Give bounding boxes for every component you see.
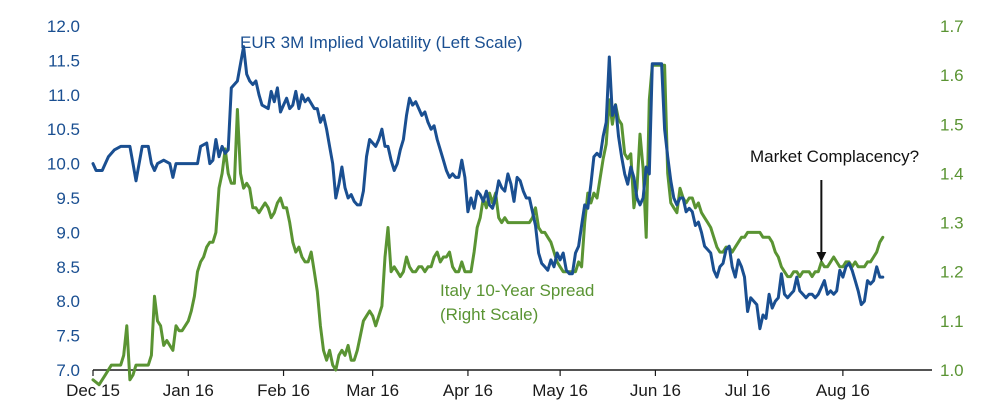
y-left-tick-label: 9.0: [56, 223, 80, 242]
y-left-tick-label: 7.5: [56, 327, 80, 346]
y-left-tick-label: 7.0: [56, 361, 80, 380]
annotation-complacency-label: Market Complacency?: [750, 147, 919, 166]
annotation-volatility-label: EUR 3M Implied Volatility (Left Scale): [240, 33, 523, 52]
x-tick-label: Jul 16: [725, 381, 770, 400]
x-tick-label: Feb 16: [257, 381, 310, 400]
y-left-tick-label: 10.0: [47, 155, 80, 174]
x-tick-label: Aug 16: [816, 381, 870, 400]
y-left-tick-label: 10.5: [47, 120, 80, 139]
y-right-tick-label: 1.2: [940, 263, 964, 282]
y-left-tick-label: 9.5: [56, 189, 80, 208]
y-left-tick-label: 11.0: [48, 86, 80, 105]
y-right-tick-label: 1.4: [940, 164, 964, 183]
y-left-tick-label: 11.5: [48, 51, 80, 70]
x-tick-label: Apr 16: [443, 381, 493, 400]
x-tick-label: Dec 15: [66, 381, 120, 400]
annotations: EUR 3M Implied Volatility (Left Scale) I…: [240, 33, 919, 324]
x-tick-label: Jun 16: [630, 381, 681, 400]
x-tick-label: May 16: [532, 381, 588, 400]
series-layer: [91, 45, 885, 387]
y-right-tick-label: 1.3: [940, 214, 964, 233]
y-right-tick-label: 1.5: [940, 115, 964, 134]
y-right-tick-label: 1.7: [940, 17, 964, 36]
series-eur-volatility-line: [91, 45, 885, 331]
y-left-tick-label: 8.5: [56, 258, 80, 277]
annotation-spread-label-line2: (Right Scale): [440, 305, 538, 324]
y-left-tick-label: 12.0: [47, 17, 80, 36]
y-right-tick-label: 1.6: [940, 66, 964, 85]
series-italy-spread-line: [91, 63, 885, 387]
axes: 12.0 11.5 11.0 10.5 10.0 9.5 9.0 8.5 8.0 7.5 7.0 1.…: [47, 17, 964, 400]
y-left-tick-label: 8.0: [56, 292, 80, 311]
annotation-spread-label-line1: Italy 10-Year Spread: [440, 281, 594, 300]
y-right-tick-label: 1.1: [940, 312, 964, 331]
y-right-tick-label: 1.0: [940, 361, 964, 380]
x-tick-label: Jan 16: [163, 381, 214, 400]
x-tick-label: Mar 16: [346, 381, 399, 400]
